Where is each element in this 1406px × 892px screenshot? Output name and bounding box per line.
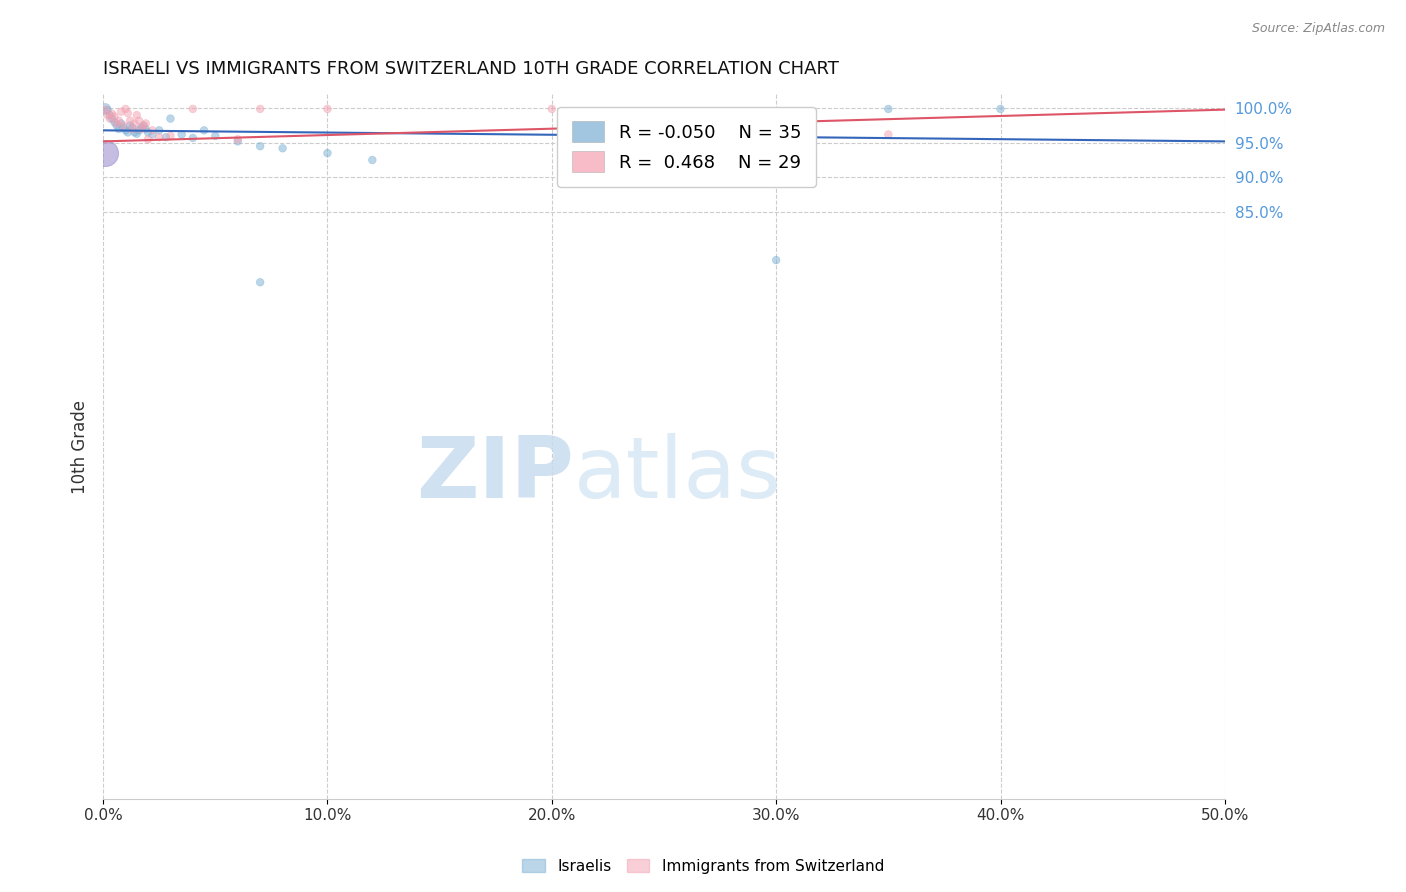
Point [148, 130, 170, 145]
Point [118, 113, 141, 128]
Legend: Israelis, Immigrants from Switzerland: Israelis, Immigrants from Switzerland [516, 853, 890, 880]
Point [117, 106, 139, 120]
Point [159, 128, 181, 143]
Point [249, 275, 271, 289]
Point [98, 108, 121, 122]
Point [132, 119, 155, 133]
Point [129, 122, 152, 136]
Point [204, 128, 226, 143]
Point [877, 128, 900, 142]
Point [249, 139, 271, 153]
Point [110, 104, 132, 119]
Point [124, 116, 146, 130]
Point [114, 123, 136, 137]
Point [94, 103, 117, 117]
Point [990, 102, 1012, 116]
Point [125, 127, 148, 141]
Point [128, 123, 150, 137]
Point [148, 123, 170, 137]
Point [136, 132, 159, 146]
Point [135, 116, 157, 130]
Text: Source: ZipAtlas.com: Source: ZipAtlas.com [1251, 22, 1385, 36]
Point [108, 122, 131, 136]
Point [103, 115, 125, 129]
Point [105, 119, 128, 133]
Point [103, 110, 125, 124]
Point [94, 146, 117, 161]
Point [141, 123, 163, 137]
Point [121, 120, 143, 135]
Point [112, 120, 135, 135]
Point [141, 128, 163, 142]
Point [249, 102, 271, 116]
Point [121, 122, 143, 136]
Point [271, 141, 294, 155]
Point [135, 122, 157, 136]
Point [129, 120, 152, 135]
Point [101, 112, 124, 126]
Point [316, 102, 339, 116]
Point [112, 119, 135, 133]
Point [118, 119, 141, 133]
Point [170, 128, 193, 142]
Point [540, 102, 562, 116]
Point [316, 146, 339, 161]
Point [108, 113, 131, 128]
Point [132, 119, 155, 133]
Point [97, 103, 120, 118]
Point [94, 102, 117, 116]
Point [128, 113, 150, 128]
Point [361, 153, 384, 167]
Point [159, 112, 181, 126]
Point [110, 116, 132, 130]
Legend: R = -0.050    N = 35, R =  0.468    N = 29: R = -0.050 N = 35, R = 0.468 N = 29 [557, 107, 815, 186]
Point [97, 108, 120, 122]
Point [193, 123, 215, 137]
Point [226, 132, 249, 146]
Point [101, 107, 124, 121]
Point [181, 131, 204, 145]
Point [136, 125, 159, 139]
Point [105, 116, 128, 130]
Point [226, 135, 249, 149]
Text: ISRAELI VS IMMIGRANTS FROM SWITZERLAND 10TH GRADE CORRELATION CHART: ISRAELI VS IMMIGRANTS FROM SWITZERLAND 1… [103, 60, 839, 78]
Point [124, 125, 146, 139]
Point [98, 112, 121, 126]
Text: ZIP: ZIP [416, 434, 574, 516]
Text: atlas: atlas [574, 434, 782, 516]
Point [114, 102, 136, 116]
Point [125, 108, 148, 122]
Y-axis label: 10th Grade: 10th Grade [72, 400, 89, 493]
Point [117, 125, 139, 139]
Point [155, 130, 177, 145]
Point [877, 102, 900, 116]
Point [181, 102, 204, 116]
Point [765, 253, 787, 268]
